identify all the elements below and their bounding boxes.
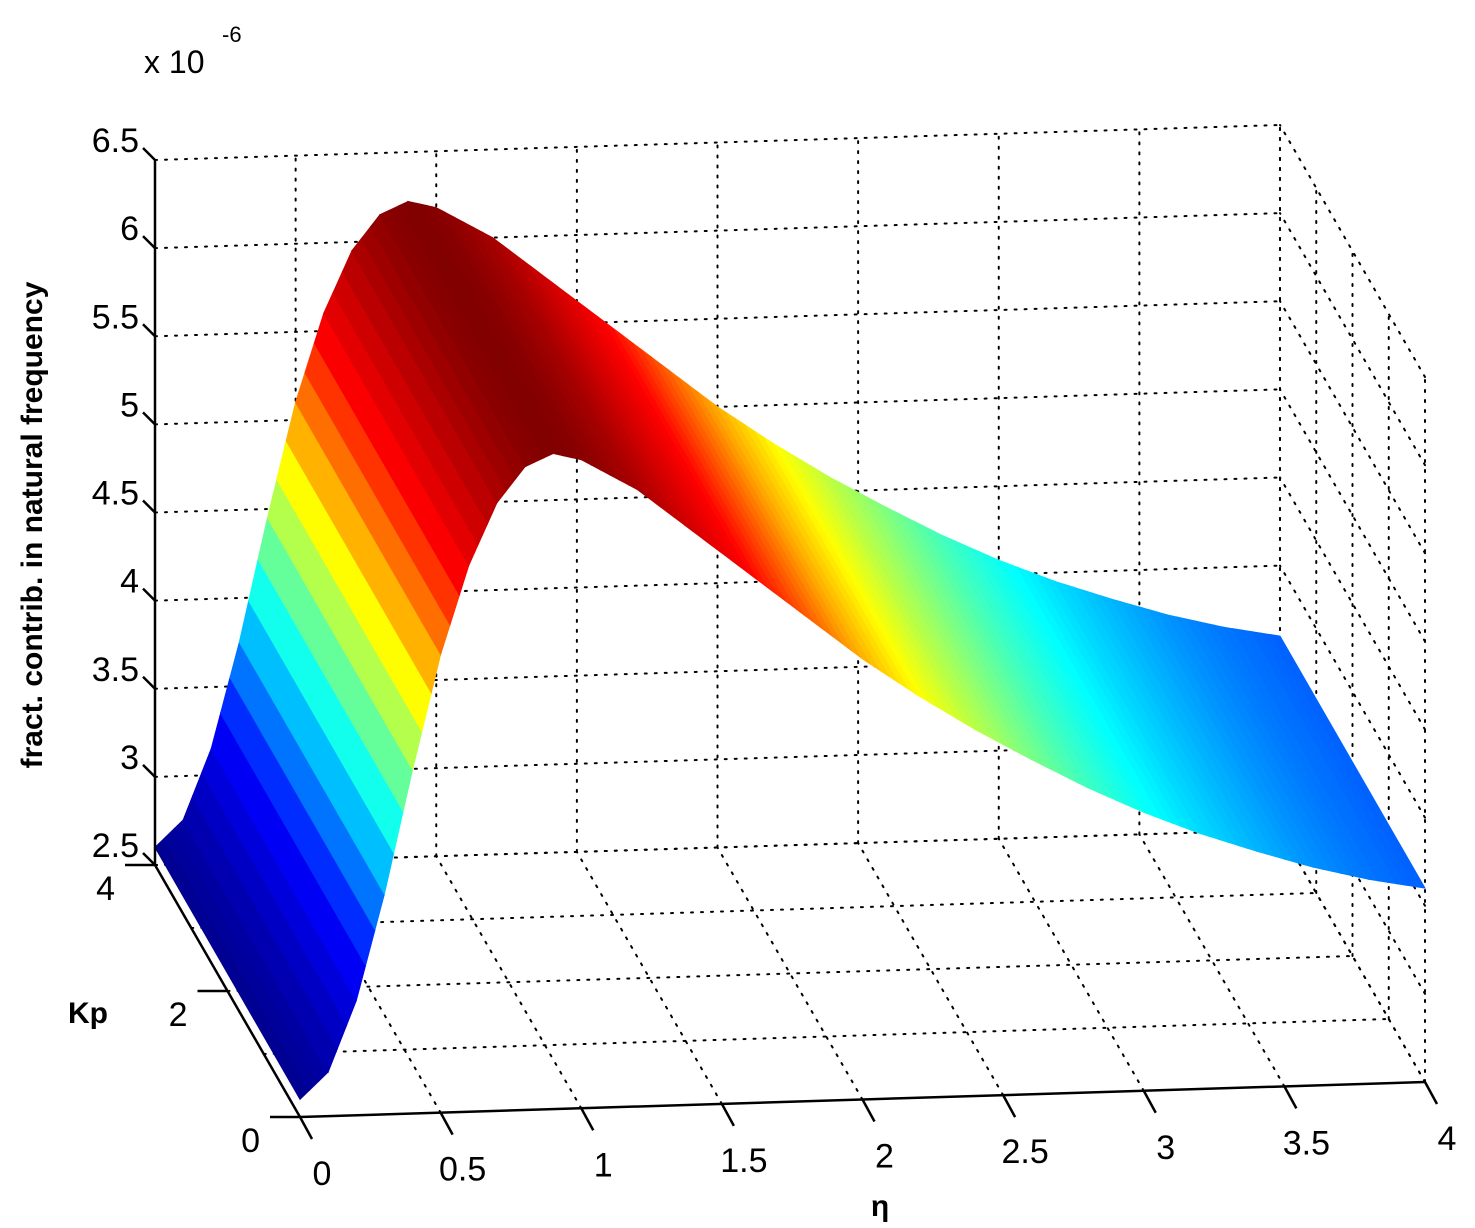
z-tick	[142, 235, 156, 250]
x-axis-label: η	[871, 1190, 889, 1223]
z-tick-label: 3.5	[92, 651, 139, 689]
eta-tick-label: 4	[1438, 1120, 1457, 1158]
z-tick-label: 6.5	[92, 122, 139, 160]
grid-line-backwall-z	[154, 300, 1281, 338]
surface-strip	[1269, 633, 1426, 889]
eta-tick-label: 1	[594, 1146, 613, 1184]
kp-tick-label: 0	[241, 1122, 260, 1160]
grid-line-floor-x	[1138, 833, 1286, 1088]
eta-tick-label: 1.5	[720, 1142, 767, 1180]
grid-line-backwall-z	[154, 564, 1281, 602]
grid-line-floor-kp	[154, 829, 1281, 866]
z-tick-label: 2.5	[92, 827, 139, 865]
grid-line-floor-kp	[226, 955, 1354, 992]
grid-line-sidewall-z	[1279, 212, 1426, 467]
eta-tick	[439, 1112, 454, 1136]
grid-line-floor-x	[1279, 829, 1426, 1083]
grid-line-backwall-z	[154, 652, 1281, 690]
grid-line-sidewall-z	[1279, 300, 1426, 555]
z-tick	[142, 499, 156, 514]
y-axis-label: Kp	[68, 997, 108, 1030]
z-tick-label: 3	[120, 739, 139, 777]
eta-tick-label: 3	[1156, 1129, 1175, 1167]
z-tick	[142, 411, 156, 426]
grid-line-floor-x	[435, 855, 583, 1110]
eta-tick	[298, 1116, 314, 1140]
z-tick	[142, 587, 156, 602]
eta-tick-label: 3.5	[1283, 1124, 1330, 1162]
grid-line-backwall-z	[154, 212, 1281, 250]
eta-tick	[580, 1107, 595, 1131]
grid-line-floor-kp	[262, 1018, 1390, 1055]
z-tick	[142, 763, 156, 778]
eta-tick	[1002, 1094, 1017, 1118]
grid-line-sidewall-z	[1279, 564, 1426, 819]
axes: 2.5 3 3.5 4 4.5 5 5.5 6 6.5 0 0.5 1 1.5 2 2.5 3 3.5 4 0 2 4	[92, 122, 1457, 1193]
z-tick-label: 4.5	[92, 475, 139, 513]
z-tick-label: 6	[120, 210, 139, 248]
eta-tick	[1142, 1090, 1157, 1114]
z-tick	[142, 323, 156, 338]
z-axis-label: fract. contrib. in natural frequency	[16, 281, 49, 768]
grid-line-floor-x	[997, 837, 1145, 1092]
z-tick	[142, 147, 156, 161]
grid-line-backwall-z	[154, 124, 1281, 161]
eta-tick	[1423, 1081, 1439, 1105]
surface	[154, 200, 1426, 1101]
kp-tick-label: 2	[169, 996, 188, 1034]
eta-tick-label: 2.5	[1001, 1133, 1048, 1171]
grid-line-sidewall-z	[1279, 476, 1426, 731]
z-tick-label: 5	[120, 386, 139, 424]
grid-line-backwall-z	[154, 740, 1281, 778]
z-tick-label: 5.5	[92, 298, 139, 336]
exponent-power: -6	[222, 22, 242, 47]
z-tick	[142, 675, 156, 690]
eta-tick-label: 2	[875, 1138, 894, 1176]
grid-line-floor-x	[575, 850, 723, 1105]
eta-tick	[1283, 1085, 1298, 1109]
grid-line-floor-kp	[190, 892, 1318, 929]
kp-tick-label: 4	[96, 870, 115, 908]
eta-tick-label: 0.5	[439, 1151, 486, 1189]
eta-tick-label: 0	[313, 1155, 332, 1193]
grid-line-floor-x	[857, 842, 1005, 1097]
z-tick	[142, 852, 156, 866]
grid-line-floor-x	[716, 846, 864, 1101]
z-tick-label: 4	[120, 563, 139, 601]
eta-tick	[720, 1103, 735, 1127]
grid-line-sidewall-z	[1279, 124, 1426, 378]
exponent-label: x 10	[144, 44, 204, 80]
grid-line-sidewall-z	[1279, 388, 1426, 643]
eta-tick	[861, 1098, 876, 1123]
